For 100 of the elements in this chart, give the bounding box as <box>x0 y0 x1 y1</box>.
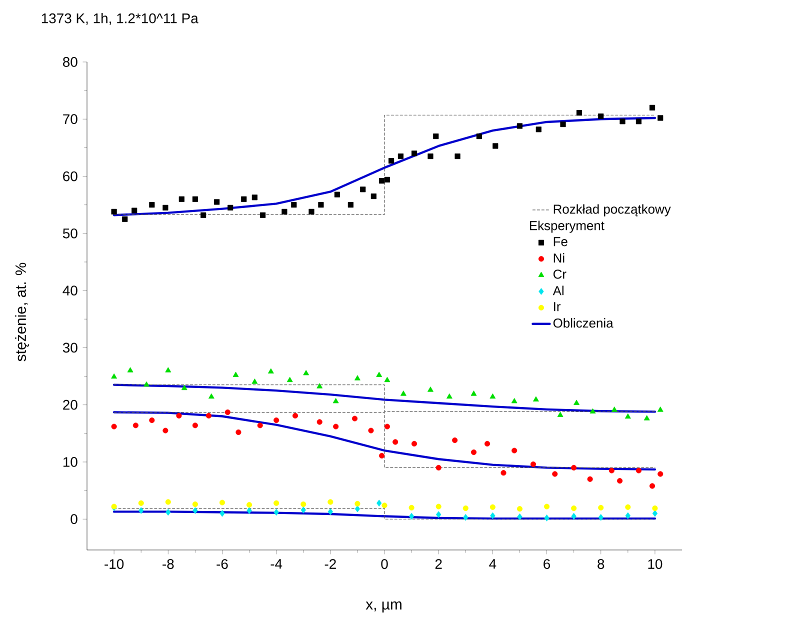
legend-label: Al <box>552 286 564 296</box>
point <box>544 504 550 510</box>
point <box>571 464 577 470</box>
point <box>260 212 266 218</box>
point <box>512 448 518 454</box>
point <box>192 507 198 514</box>
x-tick-label: -8 <box>162 559 174 569</box>
point <box>162 204 168 210</box>
point <box>328 499 334 505</box>
point <box>308 208 314 214</box>
y-tick-label: 70 <box>63 114 78 124</box>
point <box>181 384 188 390</box>
point <box>576 110 582 116</box>
point <box>368 428 374 434</box>
point <box>476 133 482 140</box>
x-tick-label: 0 <box>381 559 388 569</box>
point <box>649 483 656 489</box>
point <box>446 393 452 399</box>
point <box>274 508 279 516</box>
point <box>241 196 247 202</box>
point <box>300 506 306 514</box>
point <box>206 412 212 418</box>
point <box>370 193 376 200</box>
point <box>658 471 664 477</box>
x-tick-label: 6 <box>544 559 550 569</box>
point <box>334 192 340 198</box>
point <box>328 508 334 516</box>
point <box>625 512 631 520</box>
x-tick-label: 8 <box>598 559 604 569</box>
point <box>590 408 596 414</box>
point <box>166 508 171 516</box>
point <box>400 390 406 396</box>
point <box>644 415 650 420</box>
point <box>274 417 280 424</box>
point <box>436 464 442 470</box>
point <box>411 440 418 446</box>
point <box>436 511 442 518</box>
y-tick-label: 0 <box>70 514 78 524</box>
point <box>470 390 477 396</box>
point <box>560 121 566 128</box>
point <box>657 406 664 412</box>
point <box>408 512 414 520</box>
point <box>571 512 576 520</box>
point <box>228 204 234 210</box>
y-tick-label: 60 <box>63 171 78 182</box>
x-tick-label: -10 <box>104 559 124 569</box>
point <box>552 471 558 477</box>
point <box>138 500 144 506</box>
point <box>176 412 182 418</box>
point <box>348 202 354 208</box>
point <box>398 153 404 160</box>
point <box>384 376 390 382</box>
point <box>246 502 252 508</box>
point <box>376 500 382 507</box>
point <box>452 437 458 444</box>
y-tick-label: 10 <box>63 457 78 467</box>
point <box>511 398 518 404</box>
legend-label: Ir <box>554 302 561 312</box>
point <box>454 153 460 160</box>
point <box>132 208 138 214</box>
point <box>382 502 388 508</box>
point <box>192 501 198 508</box>
y-tick-label: 20 <box>63 400 78 410</box>
point <box>232 372 239 377</box>
x-tick-label: -4 <box>270 559 282 569</box>
point <box>388 158 394 164</box>
legend-title: Eksperyment <box>530 220 604 233</box>
point <box>392 439 398 445</box>
point <box>111 208 117 214</box>
point <box>354 505 360 512</box>
point <box>611 406 618 412</box>
x-tick-label: -6 <box>216 559 228 569</box>
point <box>149 202 155 208</box>
y-tick-label: 50 <box>62 228 78 238</box>
point <box>333 424 339 430</box>
point <box>165 367 172 372</box>
point <box>516 506 523 512</box>
point <box>192 422 198 428</box>
point <box>484 440 490 446</box>
point <box>536 126 542 132</box>
point <box>292 412 298 418</box>
point <box>500 470 506 476</box>
point <box>490 393 496 399</box>
legend-label: Obliczenia <box>553 318 614 328</box>
point <box>220 510 225 517</box>
point <box>282 208 288 214</box>
point <box>652 510 658 517</box>
point <box>557 412 564 417</box>
point <box>214 199 220 205</box>
point <box>291 202 297 208</box>
point <box>316 419 322 425</box>
point <box>376 372 382 377</box>
point <box>236 429 242 436</box>
point <box>649 104 656 110</box>
point <box>598 514 604 521</box>
point <box>303 370 310 376</box>
point <box>625 504 631 510</box>
point <box>379 178 385 184</box>
point <box>517 513 522 520</box>
point <box>132 422 138 428</box>
